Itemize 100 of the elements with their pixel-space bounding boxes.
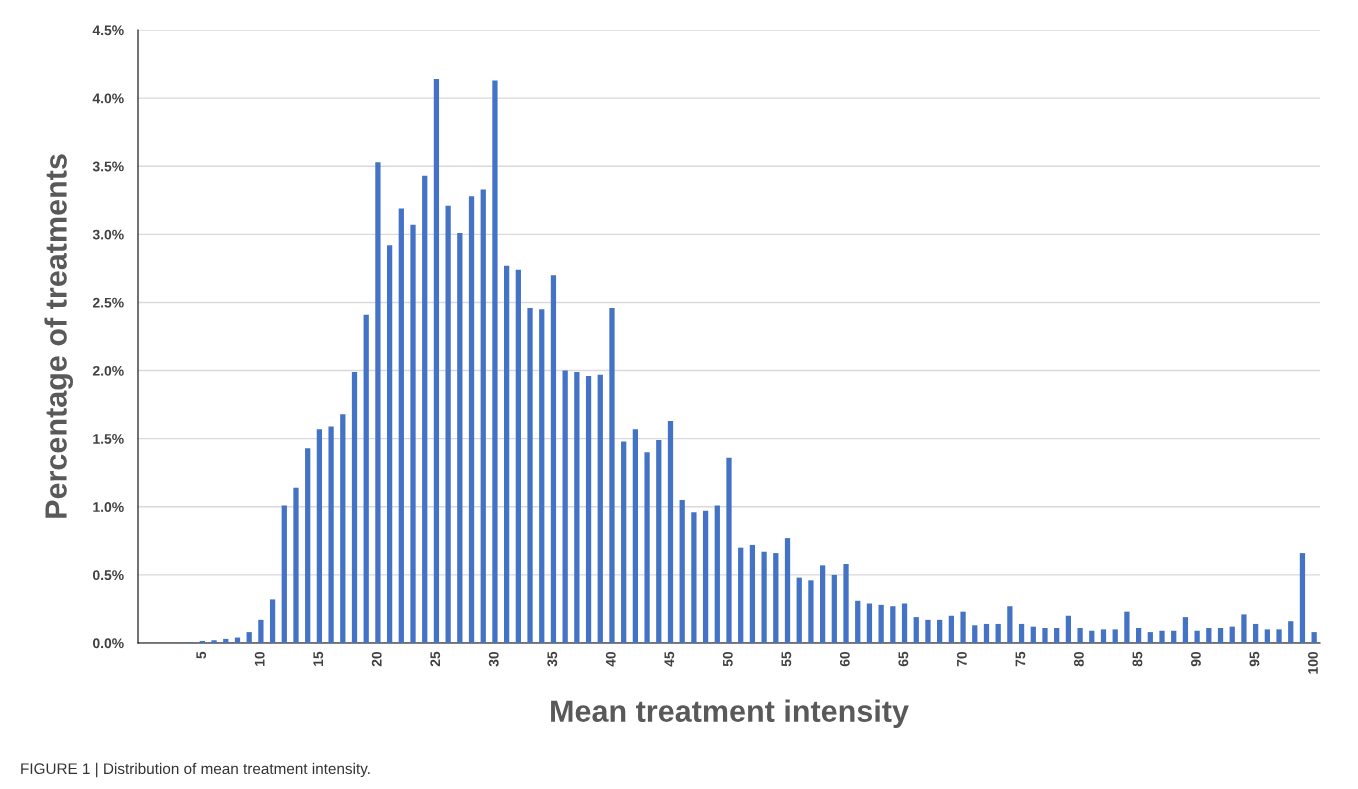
bar — [1030, 626, 1036, 643]
y-tick-label: 3.5% — [92, 161, 124, 172]
bar — [1182, 617, 1189, 643]
bar — [1264, 629, 1270, 643]
x-tick-label: 100 — [1308, 651, 1318, 674]
bar — [258, 619, 264, 643]
y-tick-label: 2.5% — [92, 297, 124, 308]
bar — [375, 162, 381, 643]
bar — [890, 606, 896, 643]
bar — [492, 80, 498, 643]
x-tick-label: 10 — [254, 651, 265, 666]
x-tick-label: 25 — [430, 651, 441, 667]
y-tick-label: 2.0% — [92, 365, 124, 376]
bar — [1100, 629, 1107, 643]
bar — [1065, 615, 1072, 643]
bar — [1112, 629, 1118, 643]
bar — [1147, 632, 1153, 643]
bar — [679, 499, 685, 643]
bar — [901, 603, 908, 643]
bar — [1007, 606, 1013, 643]
bar — [1253, 623, 1259, 643]
bar — [609, 307, 615, 643]
bar — [504, 265, 510, 643]
bar — [1159, 630, 1165, 643]
x-tick-label: 40 — [605, 651, 616, 667]
x-tick-label: 35 — [547, 651, 558, 667]
bar — [597, 374, 603, 643]
bar — [316, 429, 323, 643]
bar — [1276, 629, 1282, 643]
bar — [293, 487, 299, 643]
bar — [539, 309, 545, 643]
bar — [1206, 628, 1212, 643]
bar — [527, 307, 533, 643]
bar — [574, 371, 580, 643]
bar — [937, 619, 943, 643]
x-tick-label: 20 — [371, 651, 382, 667]
x-tick-label: 90 — [1191, 651, 1201, 667]
bar — [749, 544, 756, 643]
bar — [1229, 626, 1235, 643]
x-tick-label: 5 — [196, 651, 207, 659]
bar — [714, 505, 720, 643]
x-tick-label: 65 — [898, 651, 909, 667]
bar — [328, 426, 334, 643]
bar — [457, 232, 463, 643]
bar — [843, 563, 849, 643]
bar — [796, 577, 802, 643]
x-tick-label: 75 — [1015, 651, 1026, 667]
x-tick-label: 85 — [1132, 651, 1143, 667]
x-tick-label: 30 — [488, 651, 499, 667]
bar — [386, 245, 393, 643]
y-tick-label: 3.0% — [92, 229, 124, 240]
bar — [808, 580, 814, 643]
x-tick-label: 45 — [664, 651, 675, 667]
bar — [866, 603, 873, 643]
bar — [351, 371, 358, 643]
x-tick-label: 70 — [956, 651, 967, 667]
bar — [1018, 623, 1025, 643]
bar — [211, 640, 217, 643]
bar — [1171, 630, 1177, 643]
bar — [550, 275, 557, 643]
caption: FIGURE 1 | Distribution of mean treatment intensity. — [21, 762, 370, 778]
bar — [585, 376, 592, 643]
bar — [1042, 628, 1048, 643]
bar — [433, 79, 440, 643]
bar — [621, 441, 627, 643]
bar — [995, 623, 1001, 643]
bar — [972, 625, 978, 643]
bar — [925, 619, 931, 643]
bar — [269, 599, 276, 643]
y-axis-title: Percentage of treatments — [44, 154, 74, 518]
bar — [913, 617, 919, 643]
bar — [398, 208, 404, 643]
bar — [726, 457, 732, 643]
bar — [468, 196, 475, 643]
bar — [983, 623, 990, 643]
y-tick-label: 1.5% — [93, 434, 124, 444]
bar — [878, 604, 884, 643]
x-axis-title: Mean treatment intensity — [551, 699, 909, 728]
bar — [1077, 628, 1083, 643]
bar — [1217, 628, 1224, 643]
bar — [1194, 630, 1200, 643]
bar — [562, 370, 568, 643]
y-tick-label: 4.0% — [92, 93, 124, 104]
bar — [960, 611, 966, 643]
bar — [948, 615, 954, 643]
bar — [656, 440, 662, 643]
bar — [632, 429, 639, 643]
x-tick-label: 50 — [722, 651, 733, 667]
bar — [246, 632, 252, 643]
bar — [1241, 614, 1247, 643]
bar — [819, 565, 826, 643]
bar — [515, 269, 521, 643]
bar — [1089, 630, 1095, 643]
bar — [480, 189, 486, 643]
bar — [667, 420, 674, 643]
x-tick-label: 80 — [1073, 651, 1084, 667]
bar — [422, 175, 428, 643]
bar — [855, 600, 861, 643]
bar — [281, 505, 287, 643]
bar — [1288, 621, 1294, 643]
